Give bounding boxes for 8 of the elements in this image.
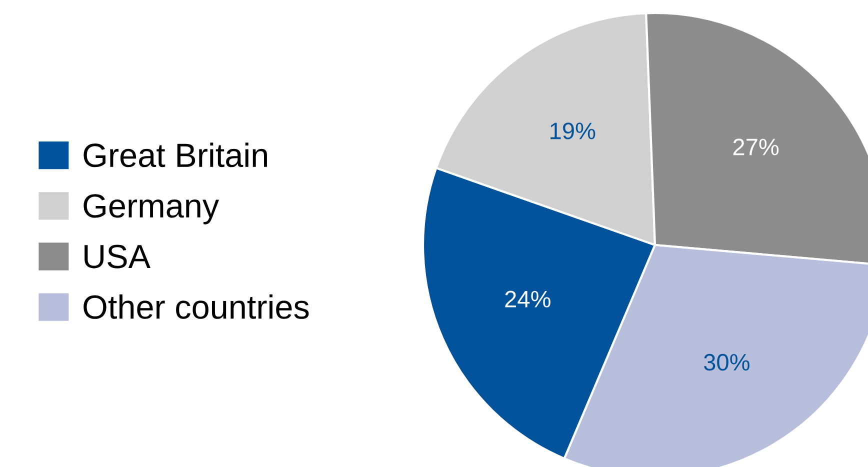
legend-label: Germany	[84, 194, 220, 224]
legend-label: USA	[84, 244, 150, 268]
data-label: 24%	[505, 290, 550, 308]
data-label: 19%	[550, 122, 596, 140]
data-label: 27%	[733, 138, 779, 156]
legend-label: Other countries	[84, 294, 309, 319]
data-label: 30%	[704, 354, 750, 371]
legend-label: Great Britain	[84, 142, 267, 168]
